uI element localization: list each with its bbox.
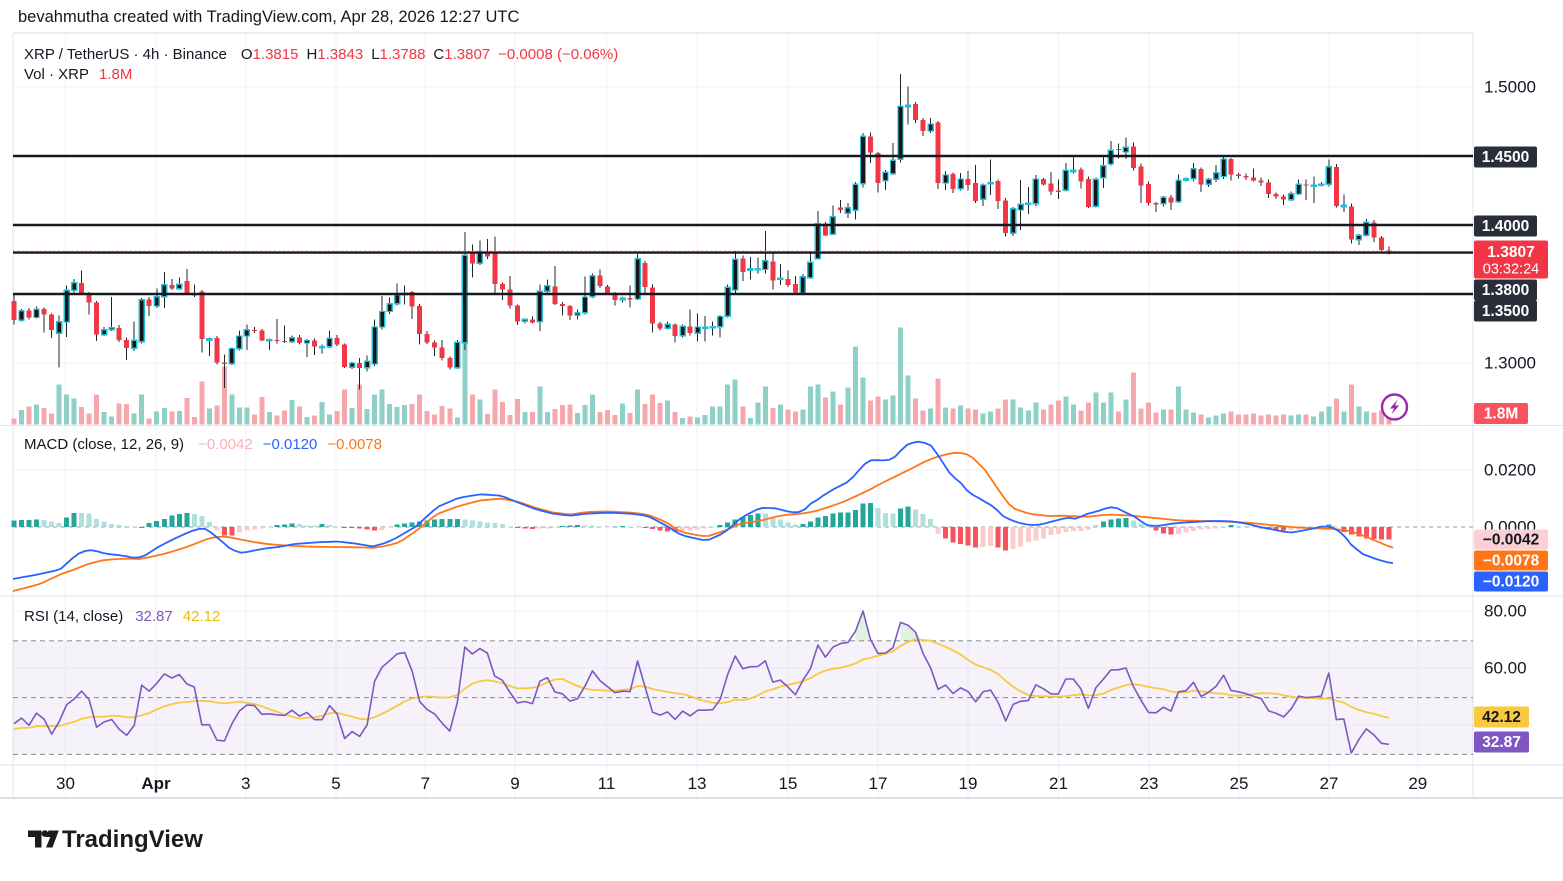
svg-text:27: 27 [1320,774,1339,793]
svg-text:13: 13 [688,774,707,793]
svg-text:1.3500: 1.3500 [1482,303,1529,320]
svg-text:1.3000: 1.3000 [1484,354,1536,373]
svg-text:bevahmutha created with Tradin: bevahmutha created with TradingView.com,… [18,8,519,26]
svg-text:9: 9 [510,774,519,793]
svg-text:MACD (close, 12, 26, 9)−0.0042: MACD (close, 12, 26, 9)−0.0042−0.0120−0.… [24,436,382,453]
svg-text:21: 21 [1049,774,1068,793]
svg-text:1.3807: 1.3807 [1487,244,1534,261]
svg-text:1.5000: 1.5000 [1484,78,1536,97]
svg-text:1.4500: 1.4500 [1482,149,1529,166]
svg-text:−0.0078: −0.0078 [1483,553,1540,570]
svg-text:25: 25 [1230,774,1249,793]
svg-text:17: 17 [869,774,888,793]
svg-text:1.8M: 1.8M [1484,406,1518,423]
svg-text:0.0200: 0.0200 [1484,461,1536,480]
svg-text:5: 5 [331,774,340,793]
svg-text:7: 7 [421,774,430,793]
svg-text:Apr: Apr [141,774,171,793]
svg-text:29: 29 [1408,774,1427,793]
svg-text:42.12: 42.12 [1482,709,1521,726]
svg-text:11: 11 [598,774,616,793]
svg-text:−0.0042: −0.0042 [1483,532,1539,549]
svg-text:03:32:24: 03:32:24 [1483,262,1539,278]
svg-text:1.4000: 1.4000 [1482,218,1529,235]
svg-text:32.87: 32.87 [1482,734,1521,751]
svg-text:TradingView: TradingView [62,826,203,853]
svg-text:1.3800: 1.3800 [1482,282,1529,299]
svg-text:30: 30 [56,774,75,793]
svg-text:60.00: 60.00 [1484,659,1527,678]
svg-text:23: 23 [1140,774,1159,793]
svg-text:19: 19 [959,774,978,793]
svg-text:15: 15 [779,774,798,793]
svg-text:−0.0120: −0.0120 [1483,574,1539,591]
svg-text:80.00: 80.00 [1484,602,1527,621]
svg-text:3: 3 [241,774,250,793]
